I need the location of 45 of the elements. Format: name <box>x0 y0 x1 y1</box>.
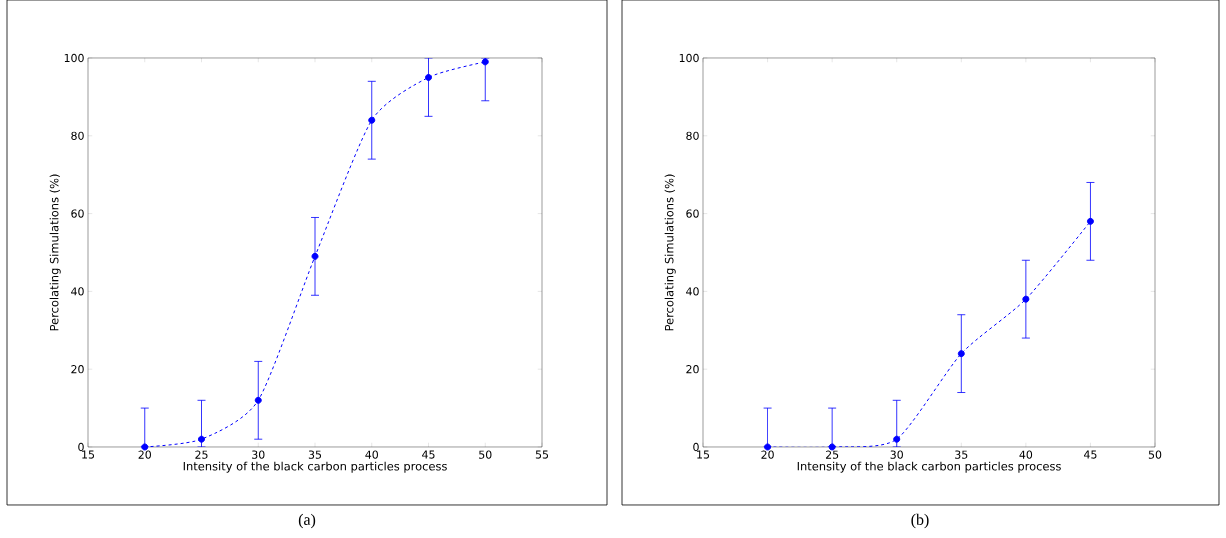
x-tick-label: 40 <box>365 450 378 459</box>
y-axis-title: Percolating Simulations (%) <box>49 174 61 331</box>
x-tick-label: 30 <box>252 450 265 459</box>
y-tick-label: 0 <box>78 442 84 452</box>
y-tick-label: 40 <box>71 287 84 296</box>
y-tick-label: 100 <box>679 53 699 63</box>
x-axis-title: Intensity of the black carbon particles process <box>797 461 1061 473</box>
x-tick-label: 30 <box>890 450 903 459</box>
point <box>481 58 489 66</box>
x-tick-label: 15 <box>697 450 710 459</box>
x-tick-label: 50 <box>479 450 492 459</box>
point <box>1022 295 1030 303</box>
x-tick-label: 15 <box>82 450 95 459</box>
point <box>254 396 262 404</box>
x-tick-label: 20 <box>761 450 774 459</box>
text: (a) <box>298 513 316 529</box>
point <box>311 252 319 260</box>
x-tick-label: 35 <box>308 450 322 459</box>
y-tick-label: 20 <box>686 365 699 374</box>
x-tick-label: 25 <box>825 450 839 459</box>
x-axis-title: Intensity of the black carbon particles process <box>183 461 447 473</box>
point <box>368 116 376 124</box>
point <box>198 435 206 443</box>
x-tick-label: 55 <box>535 450 549 459</box>
x-tick-label: 45 <box>1084 450 1097 459</box>
y-axis-title: Percolating Simulations (%) <box>664 174 676 331</box>
x-tick-label: 45 <box>422 450 435 459</box>
y-tick-label: 20 <box>71 365 84 374</box>
point <box>893 435 901 443</box>
point <box>1086 217 1094 225</box>
x-tick-label: 25 <box>195 450 208 459</box>
x-tick-label: 20 <box>138 450 151 459</box>
x-tick-label: 40 <box>1019 450 1033 459</box>
y-tick-label: 60 <box>71 209 84 218</box>
y-tick-label: 40 <box>686 287 699 296</box>
y-tick-label: 100 <box>64 53 84 63</box>
y-tick-label: 60 <box>686 209 699 218</box>
x-tick-label: 50 <box>1148 450 1162 459</box>
point <box>957 350 965 358</box>
x-tick-label: 35 <box>955 450 968 459</box>
point <box>425 73 433 81</box>
text: (b) <box>911 513 929 529</box>
y-tick-label: 80 <box>71 131 84 140</box>
y-tick-label: 0 <box>693 442 699 452</box>
y-tick-label: 80 <box>686 131 699 140</box>
